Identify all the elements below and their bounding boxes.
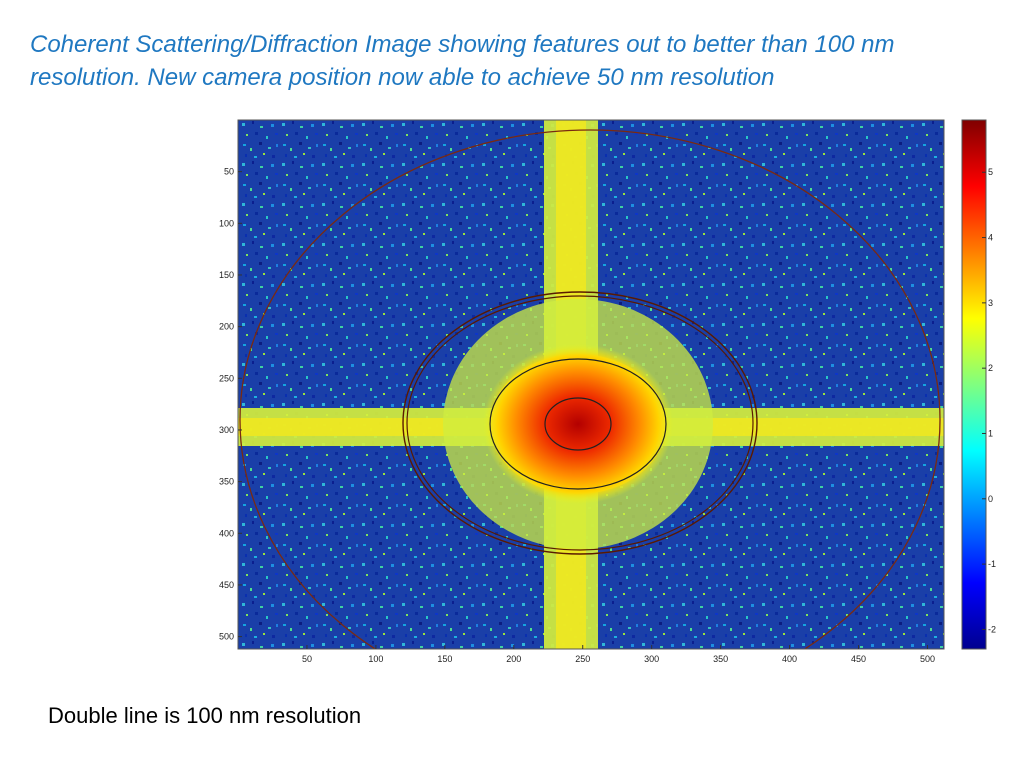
scatter-image <box>238 120 944 649</box>
caption: Double line is 100 nm resolution <box>48 703 362 728</box>
x-tick-label: 450 <box>851 654 866 664</box>
slide-title: Coherent Scattering/Diffraction Image sh… <box>30 31 895 91</box>
colorbar <box>961 119 987 650</box>
x-tick-label: 400 <box>782 654 797 664</box>
x-tick-label: 500 <box>920 654 935 664</box>
x-tick-label: 100 <box>368 654 383 664</box>
y-tick-label: 250 <box>219 373 234 383</box>
y-tick-label: 300 <box>219 425 234 435</box>
y-tick-label: 500 <box>219 632 234 642</box>
y-tick-label: 400 <box>219 528 234 538</box>
y-tick-label: 100 <box>219 218 234 228</box>
colorbar-tick-label: 5 <box>988 167 993 177</box>
x-axis-ticks: 50 100 150 200 250 300 350 400 450 500 <box>302 645 935 664</box>
x-tick-label: 350 <box>713 654 728 664</box>
x-tick-label: 200 <box>506 654 521 664</box>
colorbar-tick-label: -2 <box>988 624 996 634</box>
y-tick-label: 450 <box>219 580 234 590</box>
colorbar-tick-label: 2 <box>988 363 993 373</box>
x-tick-label: 300 <box>644 654 659 664</box>
y-tick-label: 200 <box>219 322 234 332</box>
y-axis-ticks: 50 100 150 200 250 300 350 400 450 500 <box>219 167 242 642</box>
colorbar-tick-label: 4 <box>988 233 993 243</box>
colorbar-tick-label: -1 <box>988 559 996 569</box>
x-tick-label: 250 <box>575 654 590 664</box>
colorbar-ticks: 5 4 3 2 1 0 -1 -2 <box>982 167 996 634</box>
colorbar-tick-label: 3 <box>988 298 993 308</box>
y-tick-label: 150 <box>219 270 234 280</box>
x-tick-label: 50 <box>302 654 312 664</box>
y-tick-label: 50 <box>224 167 234 177</box>
x-tick-label: 150 <box>437 654 452 664</box>
colorbar-tick-label: 1 <box>988 428 993 438</box>
y-tick-label: 350 <box>219 477 234 487</box>
colorbar-tick-label: 0 <box>988 494 993 504</box>
